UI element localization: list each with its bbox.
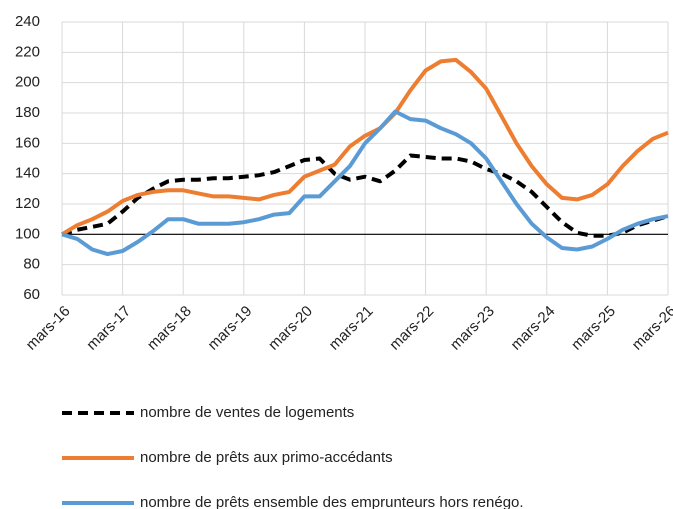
- y-tick-label: 100: [15, 225, 40, 242]
- x-tick-label: mars-17: [83, 303, 134, 354]
- x-tick-label: mars-21: [326, 303, 377, 354]
- x-tick-label: mars-23: [447, 303, 498, 354]
- x-tick-label: mars-22: [386, 303, 437, 354]
- y-tick-label: 140: [15, 165, 40, 182]
- legend-label: nombre de ventes de logements: [140, 404, 354, 421]
- y-tick-label: 220: [15, 43, 40, 60]
- y-tick-label: 200: [15, 74, 40, 91]
- series-line: [60, 57, 669, 237]
- y-tick-label: 180: [15, 104, 40, 121]
- y-tick-label: 120: [15, 195, 40, 212]
- series-line: [61, 153, 669, 238]
- y-tick-label: 240: [15, 13, 40, 30]
- legend-label: nombre de prêts ensemble des emprunteurs…: [140, 494, 524, 509]
- x-tick-label: mars-18: [144, 303, 195, 354]
- x-tick-label: mars-20: [265, 303, 316, 354]
- y-tick-label: 80: [23, 256, 40, 273]
- series-line: [61, 109, 669, 257]
- x-tick-label: mars-24: [508, 303, 559, 354]
- x-tick-label: mars-25: [568, 303, 619, 354]
- x-tick-label: mars-26: [629, 303, 673, 354]
- y-tick-label: 160: [15, 134, 40, 151]
- y-tick-label: 60: [23, 286, 40, 303]
- legend-label: nombre de prêts aux primo-accédants: [140, 449, 393, 466]
- x-tick-label: mars-16: [23, 303, 74, 354]
- x-tick-label: mars-19: [205, 303, 256, 354]
